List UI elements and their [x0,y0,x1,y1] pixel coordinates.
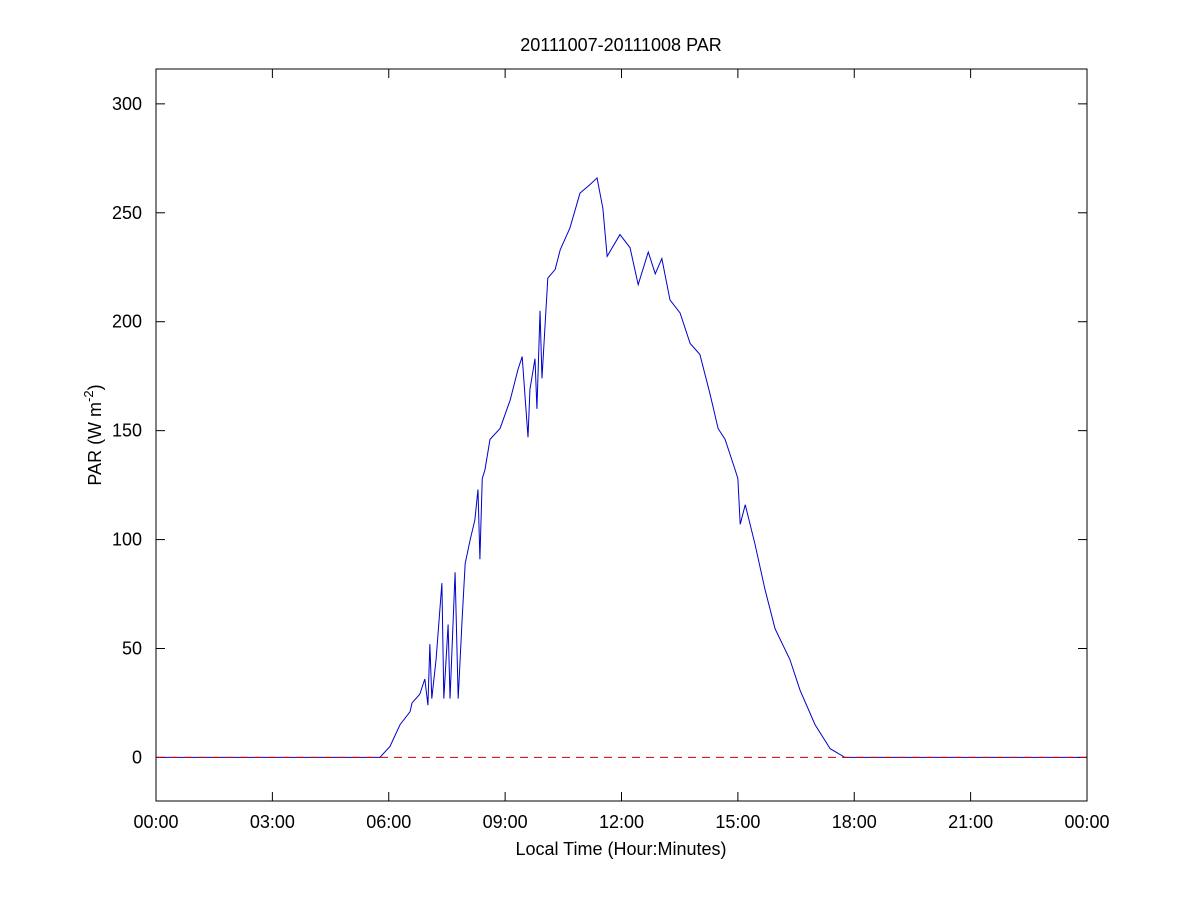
x-tick-label: 00:00 [133,812,178,832]
y-label-sup: -2 [81,390,96,402]
y-tick-label: 200 [112,312,142,332]
y-tick-label: 0 [132,747,142,767]
x-tick-label: 12:00 [599,812,644,832]
x-tick-label: 00:00 [1064,812,1109,832]
y-axis-label: PAR (W m-2) [81,384,105,485]
x-tick-label: 18:00 [832,812,877,832]
x-tick-label: 03:00 [250,812,295,832]
plot-frame [155,68,1088,802]
y-tick-label: 50 [122,639,142,659]
x-tick-label: 21:00 [948,812,993,832]
x-tick-label: 06:00 [366,812,411,832]
x-tick-label: 09:00 [483,812,528,832]
x-axis-label: Local Time (Hour:Minutes) [515,839,726,859]
series-line [156,176,1087,758]
y-tick-label: 250 [112,203,142,223]
chart-title: 20111007-20111008 PAR [520,35,722,55]
x-tick-label: 15:00 [715,812,760,832]
y-tick-label: 100 [112,530,142,550]
y-tick-label: 150 [112,421,142,441]
y-label-main: PAR (W m [85,402,105,486]
y-tick-label: 300 [112,94,142,114]
y-label-end: ) [85,384,105,390]
